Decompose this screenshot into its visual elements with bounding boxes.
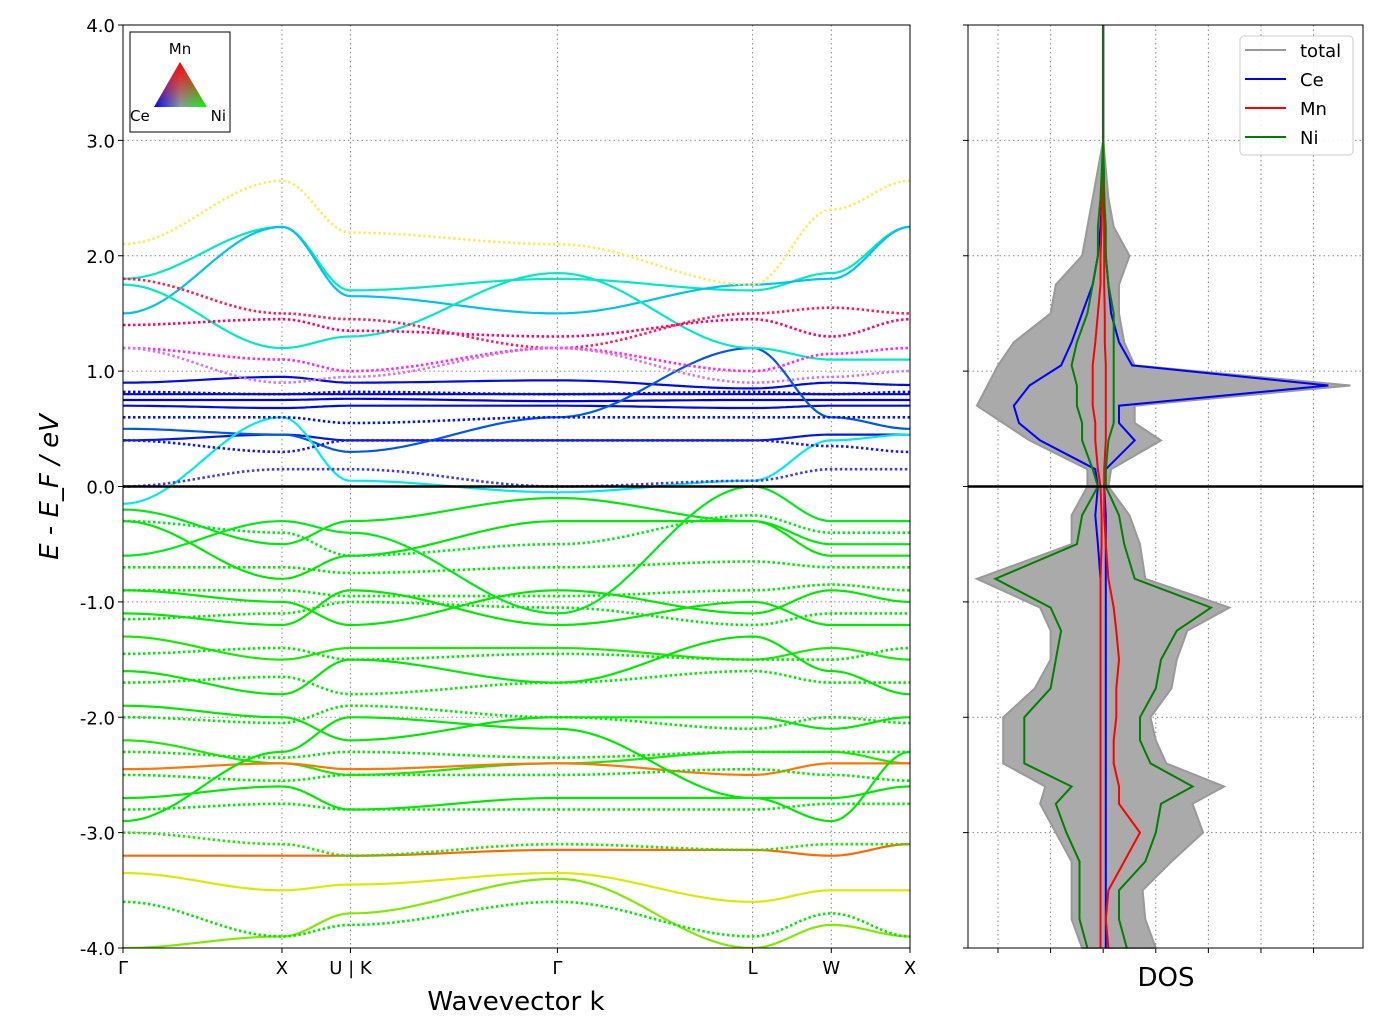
band-down: [123, 346, 910, 373]
band-up: [123, 635, 910, 696]
band-up: [123, 785, 910, 811]
band-down: [123, 513, 910, 557]
y-tick-label: -3.0: [80, 824, 115, 845]
band-xlabel: Wavevector k: [427, 987, 604, 1017]
band-up: [123, 877, 910, 948]
y-tick-label: 3.0: [86, 131, 115, 152]
band-down: [123, 767, 910, 782]
band-up: [123, 271, 910, 361]
y-tick-label: -4.0: [80, 939, 115, 960]
band-up: [123, 704, 910, 742]
band-down: [123, 346, 910, 385]
band-up: [123, 416, 910, 505]
band-up: [123, 716, 910, 823]
ternary-label: Mn: [169, 40, 191, 58]
ternary-label: Ni: [211, 107, 226, 125]
band-down: [123, 831, 910, 857]
band-ylabel: E - E_F / eV: [35, 412, 65, 560]
band-up: [123, 589, 910, 627]
y-tick-label: 1.0: [86, 362, 115, 383]
dos-legend: total Ce Mn Ni: [1239, 35, 1354, 156]
band-down: [123, 560, 910, 575]
ternary-triangle-overlay: [154, 62, 207, 107]
band-up: [123, 635, 910, 661]
y-tick-label: 2.0: [86, 247, 115, 268]
dos-fill-total: [974, 140, 1351, 949]
band-up: [123, 496, 910, 546]
x-tick-label: W: [822, 958, 840, 979]
band-up: [123, 225, 910, 315]
band-down: [123, 179, 910, 286]
band-up: [123, 404, 910, 410]
band-up: [123, 871, 910, 903]
dos-xlabel: DOS: [1138, 963, 1195, 993]
y-tick-label: 4.0: [86, 16, 115, 37]
band-down: [123, 439, 910, 454]
band-up: [123, 375, 910, 390]
band-up: [123, 762, 910, 776]
band-down: [123, 317, 910, 338]
band-up: [123, 843, 910, 857]
legend-label-total: total: [1300, 41, 1341, 62]
x-tick-label: Γ: [552, 958, 562, 979]
y-tick-label: 0.0: [86, 478, 115, 499]
y-tick-label: -2.0: [80, 708, 115, 729]
x-tick-label: U | K: [329, 958, 373, 979]
dos-line-Mn-down: [1091, 140, 1105, 948]
ternary-legend: Mn Ce Ni: [129, 31, 231, 133]
band-down: [123, 900, 910, 938]
dos-line-Ni-down: [993, 140, 1105, 949]
x-tick-label: Γ: [118, 958, 128, 979]
x-tick-label: L: [748, 958, 758, 979]
legend-label-Ni: Ni: [1300, 128, 1318, 149]
dos-line-Ni-up: [1102, 140, 1214, 949]
dos-axes-frame: [967, 24, 1364, 949]
legend-label-Mn: Mn: [1300, 99, 1327, 120]
band-up: [123, 397, 910, 403]
band-up: [123, 520, 910, 580]
legend-label-Ce: Ce: [1300, 70, 1324, 91]
band-up: [123, 346, 910, 454]
band-down: [123, 600, 910, 627]
band-down: [123, 646, 910, 661]
band-up: [123, 485, 910, 615]
band-up: [123, 589, 910, 627]
band-down: [123, 467, 910, 488]
legend-box: [1239, 35, 1354, 156]
dos-line-Mn-up: [1102, 140, 1142, 949]
y-tick-label: -1.0: [80, 593, 115, 614]
x-tick-label: X: [904, 958, 916, 979]
bands: [123, 179, 910, 948]
ternary-label: Ce: [130, 107, 150, 125]
x-tick-label: X: [276, 958, 288, 979]
dos-axes: total Ce Mn Ni: [963, 24, 1364, 953]
